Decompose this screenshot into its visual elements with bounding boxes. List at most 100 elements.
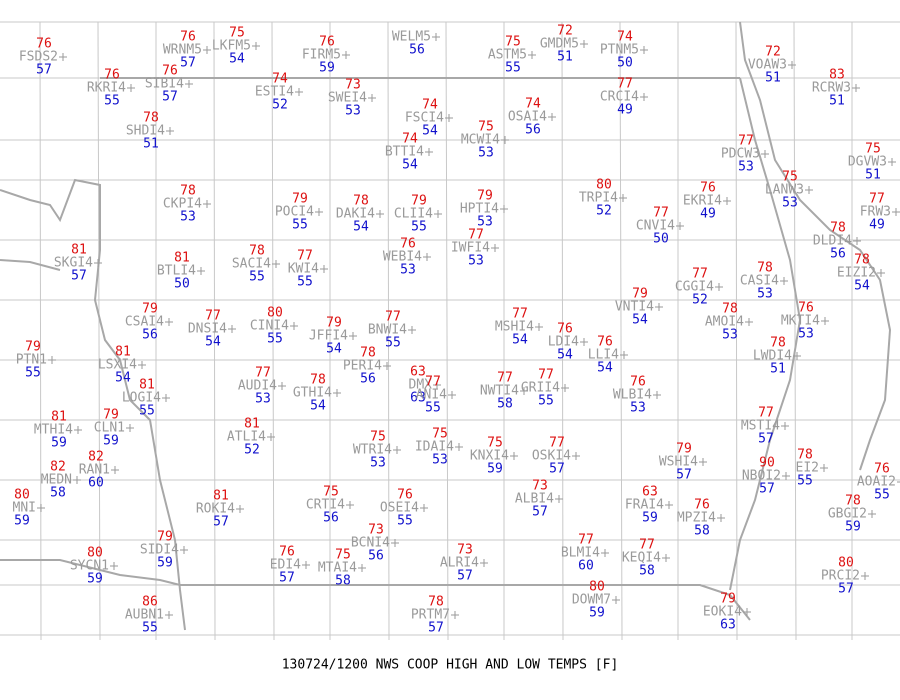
low-temp: 58 (639, 564, 655, 579)
high-temp: 76 (557, 322, 573, 337)
low-temp: 63 (720, 618, 736, 633)
county-line (619, 21, 623, 641)
high-temp: 79 (142, 302, 158, 317)
low-temp: 55 (139, 404, 155, 419)
high-temp: 79 (676, 442, 692, 457)
station-id: KNXI4 (470, 449, 509, 464)
low-temp: 57 (549, 462, 565, 477)
station-id: WTRI4 (353, 443, 392, 458)
low-temp: 57 (180, 56, 196, 71)
station-id: DAKI4 (336, 207, 375, 222)
low-temp: 53 (630, 401, 646, 416)
high-temp: 63 (642, 485, 658, 500)
low-temp: 54 (229, 52, 245, 67)
station-id: BTLI4 (157, 264, 196, 279)
low-temp: 55 (142, 621, 158, 636)
high-temp: 81 (244, 417, 260, 432)
low-temp: 52 (244, 443, 260, 458)
high-temp: 75 (505, 35, 521, 50)
borders (0, 21, 900, 641)
low-temp: 51 (865, 168, 881, 183)
high-temp: 77 (255, 366, 271, 381)
station-id: GRII4 (521, 381, 560, 396)
high-temp: 73 (368, 523, 384, 538)
low-temp: 56 (142, 328, 158, 343)
station-id: WSHI4 (659, 455, 698, 470)
station-id: PTNM5 (600, 43, 639, 58)
station-id: LLI4 (588, 348, 619, 363)
station-id: MPZI4 (677, 511, 716, 526)
station-id: OSKI4 (532, 449, 571, 464)
station-id: CKPI4 (163, 197, 202, 212)
high-temp: 80 (596, 178, 612, 193)
high-temp: 81 (139, 378, 155, 393)
high-temp: 78 (360, 346, 376, 361)
low-temp: 59 (319, 61, 335, 76)
high-temp: 76 (597, 335, 613, 350)
low-temp: 54 (326, 342, 342, 357)
low-temp: 52 (692, 293, 708, 308)
station-id: CGGI4 (675, 280, 714, 295)
high-temp: 77 (549, 436, 565, 451)
high-temp: 80 (87, 546, 103, 561)
state-line (0, 259, 61, 271)
high-temp: 74 (402, 132, 418, 147)
low-temp: 50 (617, 56, 633, 71)
high-temp: 90 (759, 456, 775, 471)
station-id: LOGI4 (122, 391, 161, 406)
station-id: MNI (13, 501, 36, 516)
station-id: RCRW3 (812, 81, 851, 96)
station-id: SIBI4 (145, 77, 184, 92)
high-temp: 79 (292, 192, 308, 207)
high-temp: 73 (532, 479, 548, 494)
high-temp: 76 (630, 375, 646, 390)
low-temp: 58 (497, 397, 513, 412)
low-temp: 51 (557, 50, 573, 65)
high-temp: 78 (353, 194, 369, 209)
station-id: WELM5 (392, 30, 431, 45)
high-temp: 77 (578, 533, 594, 548)
county-line (271, 21, 275, 641)
station-id: MEDN (41, 473, 72, 488)
station-id: HPTI4 (460, 202, 499, 217)
station-id: CASI4 (740, 274, 779, 289)
low-temp: 57 (71, 269, 87, 284)
station-id: JFFI4 (309, 329, 348, 344)
high-temp: 81 (71, 243, 87, 258)
state-line (729, 77, 802, 591)
high-temp: 78 (770, 336, 786, 351)
low-temp: 53 (757, 287, 773, 302)
low-temp: 53 (798, 327, 814, 342)
station-id: ALRI4 (440, 556, 479, 571)
high-temp: 78 (757, 261, 773, 276)
low-temp: 49 (700, 207, 716, 222)
station-id: MKTI4 (781, 314, 820, 329)
low-temp: 58 (50, 486, 66, 501)
